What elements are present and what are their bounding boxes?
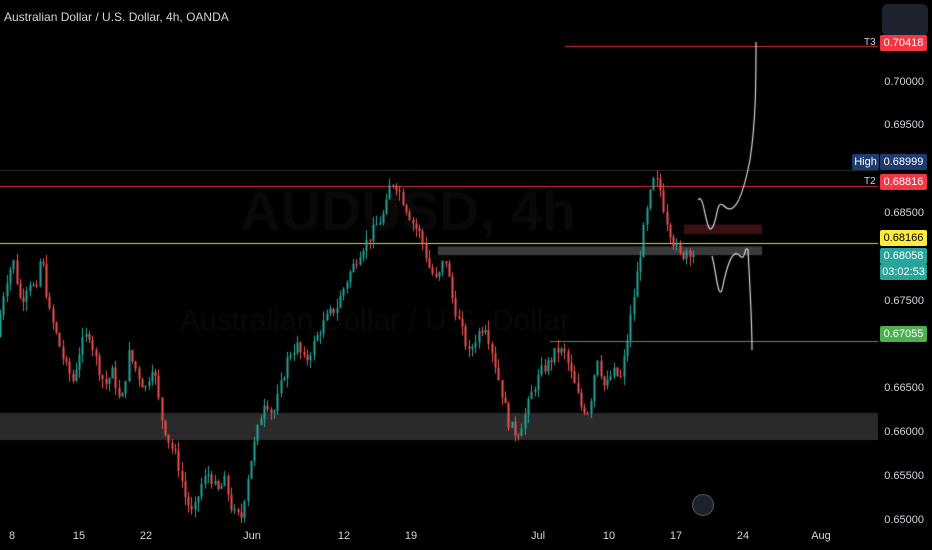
time-tick: 19: [404, 530, 418, 542]
price-tick: 0.66000: [884, 426, 924, 438]
current-price-tag: 0.68058: [880, 248, 927, 264]
yellow-level-tag: 0.68166: [880, 230, 927, 246]
price-tick: 0.70000: [884, 75, 924, 88]
time-tick: Jun: [243, 530, 261, 542]
time-tick: 10: [602, 530, 616, 542]
flag-icon[interactable]: [692, 494, 714, 516]
high-price-tag: 0.68999: [880, 154, 927, 170]
countdown-tag: 03:02:53: [880, 264, 927, 280]
time-tick: 22: [139, 530, 153, 542]
price-tick: 0.65000: [884, 513, 924, 526]
price-tick: 0.69500: [884, 119, 924, 132]
time-tick: 15: [72, 530, 86, 542]
time-tick: Jul: [530, 530, 546, 542]
high-label: High: [852, 154, 879, 170]
time-tick: 17: [669, 530, 683, 542]
price-tick: 0.65500: [884, 469, 924, 482]
price-tick: 0.67500: [884, 294, 924, 307]
t3-price-tag: 0.70418: [880, 35, 927, 51]
chart-title: Australian Dollar / U.S. Dollar, 4h, OAN…: [4, 10, 229, 24]
time-tick: Aug: [811, 530, 831, 542]
green-level-tag: 0.67055: [880, 326, 927, 342]
t2-price-tag: 0.68816: [880, 174, 927, 190]
time-tick: 24: [736, 530, 750, 542]
time-tick: 12: [337, 530, 351, 542]
t3-side-label: T3: [864, 37, 876, 48]
tradingview-menu-button[interactable]: [882, 4, 928, 36]
t2-side-label: T2: [864, 176, 876, 187]
time-tick: 8: [8, 530, 16, 542]
price-tick: 0.66500: [884, 382, 924, 395]
price-tick: 0.68500: [884, 206, 924, 219]
